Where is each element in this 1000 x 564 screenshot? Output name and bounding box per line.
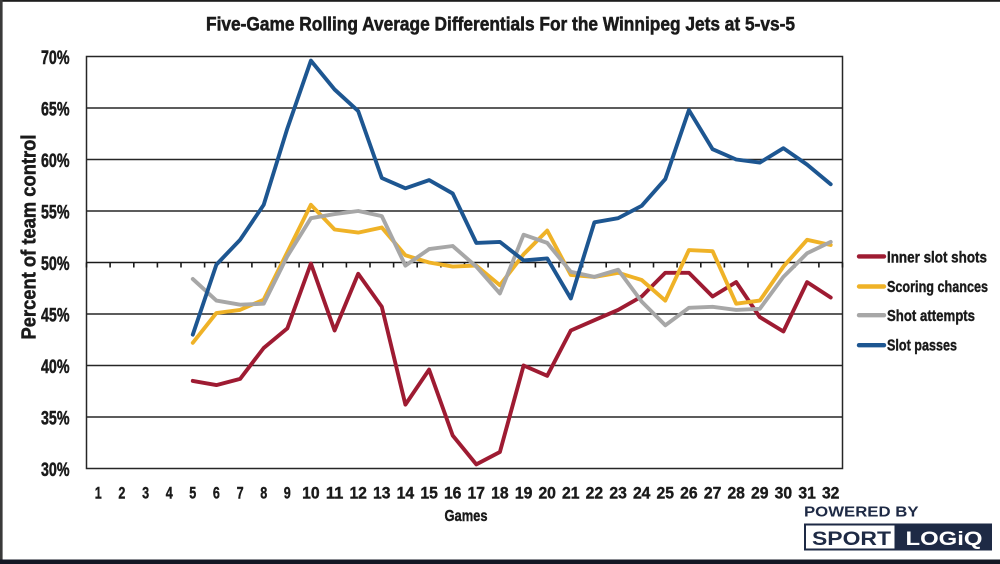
svg-text:5: 5 bbox=[189, 484, 196, 503]
svg-text:29: 29 bbox=[751, 484, 769, 503]
svg-text:27: 27 bbox=[704, 484, 722, 503]
svg-text:10: 10 bbox=[302, 484, 320, 503]
svg-text:15: 15 bbox=[420, 484, 438, 503]
svg-text:Scoring chances: Scoring chances bbox=[887, 279, 988, 296]
svg-text:LOGiQ: LOGiQ bbox=[906, 528, 983, 550]
svg-text:2: 2 bbox=[118, 484, 125, 503]
svg-text:18: 18 bbox=[491, 484, 509, 503]
svg-text:24: 24 bbox=[633, 484, 651, 503]
svg-text:31: 31 bbox=[798, 484, 816, 503]
svg-text:12: 12 bbox=[349, 484, 367, 503]
svg-text:32: 32 bbox=[822, 484, 840, 503]
svg-text:14: 14 bbox=[397, 484, 415, 503]
svg-text:30: 30 bbox=[775, 484, 793, 503]
svg-text:21: 21 bbox=[562, 484, 580, 503]
svg-text:70%: 70% bbox=[41, 47, 70, 69]
svg-text:26: 26 bbox=[680, 484, 698, 503]
svg-text:65%: 65% bbox=[41, 99, 70, 121]
svg-text:Games: Games bbox=[445, 508, 488, 525]
svg-text:SPORT: SPORT bbox=[812, 528, 891, 550]
svg-text:50%: 50% bbox=[41, 253, 70, 275]
svg-text:45%: 45% bbox=[41, 305, 70, 327]
svg-text:6: 6 bbox=[213, 484, 220, 503]
svg-text:40%: 40% bbox=[41, 356, 70, 378]
svg-text:55%: 55% bbox=[41, 202, 70, 224]
svg-text:17: 17 bbox=[468, 484, 486, 503]
svg-text:35%: 35% bbox=[41, 408, 70, 430]
svg-text:8: 8 bbox=[260, 484, 267, 503]
svg-text:22: 22 bbox=[586, 484, 604, 503]
svg-text:Shot attempts: Shot attempts bbox=[887, 308, 975, 325]
svg-text:19: 19 bbox=[515, 484, 533, 503]
svg-text:3: 3 bbox=[142, 484, 149, 503]
svg-text:Five-Game Rolling Average Diff: Five-Game Rolling Average Differentials … bbox=[206, 14, 795, 36]
svg-text:4: 4 bbox=[166, 484, 173, 503]
svg-text:POWERED BY: POWERED BY bbox=[804, 505, 919, 521]
svg-text:9: 9 bbox=[284, 484, 291, 503]
svg-text:16: 16 bbox=[444, 484, 462, 503]
svg-text:28: 28 bbox=[727, 484, 745, 503]
svg-text:1: 1 bbox=[95, 484, 102, 503]
svg-text:23: 23 bbox=[609, 484, 627, 503]
svg-text:20: 20 bbox=[538, 484, 556, 503]
svg-text:60%: 60% bbox=[41, 150, 70, 172]
svg-text:Inner slot shots: Inner slot shots bbox=[887, 250, 987, 267]
svg-text:Slot passes: Slot passes bbox=[887, 338, 957, 355]
svg-text:30%: 30% bbox=[41, 459, 70, 481]
svg-text:25: 25 bbox=[657, 484, 675, 503]
svg-text:7: 7 bbox=[237, 484, 244, 503]
svg-text:11: 11 bbox=[326, 484, 344, 503]
svg-text:13: 13 bbox=[373, 484, 391, 503]
svg-text:Percent of team control: Percent of team control bbox=[19, 135, 41, 340]
